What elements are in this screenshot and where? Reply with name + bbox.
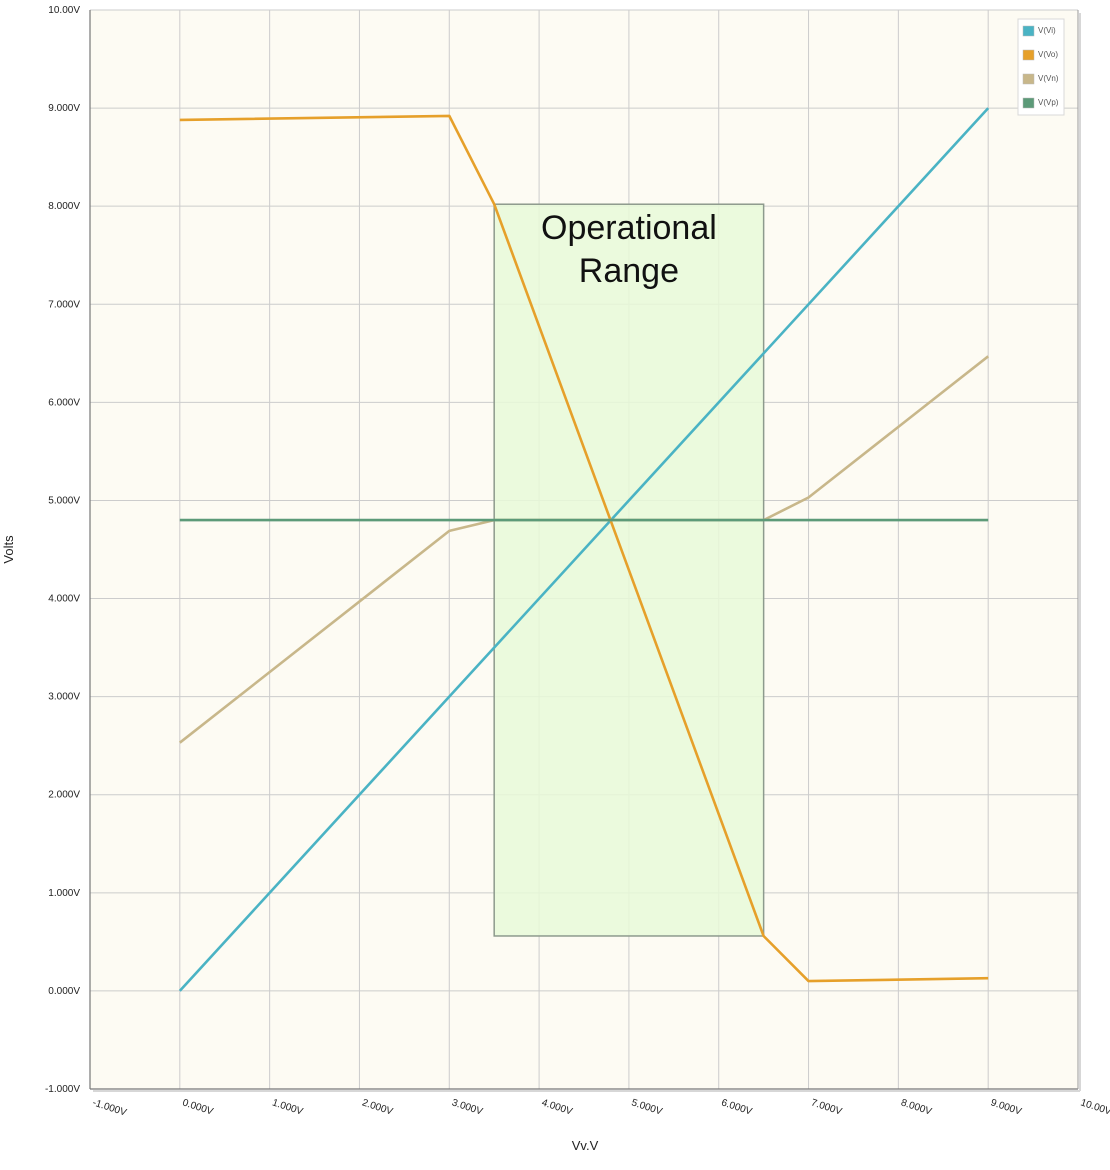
x-tick-label: 0.000V	[181, 1097, 215, 1117]
series-line-vvi	[178, 107, 990, 992]
x-tick-label: 2.000V	[361, 1097, 395, 1117]
x-tick-label: 10.00V	[1079, 1097, 1110, 1117]
annotation-label-line: Operational	[541, 209, 717, 247]
series-line-vvo	[179, 114, 989, 983]
annotation: Operational Range	[541, 209, 717, 290]
y-tick-label: 5.000V	[48, 495, 80, 506]
y-tick-label: 8.000V	[48, 201, 80, 212]
x-tick-label: 1.000V	[271, 1097, 305, 1117]
legend-swatch	[1022, 73, 1035, 85]
x-tick-label: 8.000V	[899, 1097, 933, 1117]
legend-label: V(Vi)	[1038, 26, 1056, 35]
x-tick-labels: -1.000V 0.000V 1.000V 2.000V 3.000V 4.000V 5.0…	[91, 1097, 1110, 1118]
y-tick-label: 4.000V	[48, 594, 80, 605]
legend-label: V(Vo)	[1038, 50, 1058, 59]
series-layer	[178, 107, 990, 992]
y-tick-label: 2.000V	[48, 790, 80, 801]
x-tick-label: 7.000V	[810, 1097, 844, 1117]
annotation-label-line: Range	[579, 252, 679, 290]
legend[interactable]: V(Vi) V(Vo) V(Vn) V(Vp)	[1017, 18, 1065, 116]
y-tick-label: -1.000V	[45, 1084, 80, 1095]
x-tick-label: 4.000V	[540, 1097, 574, 1117]
x-tick-label: -1.000V	[91, 1097, 128, 1118]
y-tick-label: 0.000V	[48, 986, 80, 997]
y-axis-label: Volts	[1, 535, 16, 564]
legend-swatch	[1022, 49, 1035, 61]
y-tick-label: 10.00V	[48, 5, 80, 16]
x-tick-label: 5.000V	[630, 1097, 664, 1117]
legend-swatch	[1022, 97, 1035, 109]
legend-label: V(Vp)	[1038, 98, 1059, 107]
legend-label: V(Vn)	[1038, 74, 1059, 83]
x-tick-label: 3.000V	[450, 1097, 484, 1117]
y-tick-label: 6.000V	[48, 397, 80, 408]
plot-frame	[89, 10, 1081, 1092]
legend-swatch	[1022, 25, 1035, 37]
y-tick-label: 9.000V	[48, 103, 80, 114]
x-tick-label: 6.000V	[720, 1097, 754, 1117]
y-tick-label: 3.000V	[48, 692, 80, 703]
x-axis-label: Vv.V	[572, 1138, 599, 1153]
x-tick-label: 9.000V	[989, 1097, 1023, 1117]
y-tick-label: 1.000V	[48, 888, 80, 899]
y-tick-label: 7.000V	[48, 299, 80, 310]
y-tick-labels: -1.000V 0.000V 1.000V 2.000V 3.000V 4.000V 5.0…	[45, 5, 80, 1095]
